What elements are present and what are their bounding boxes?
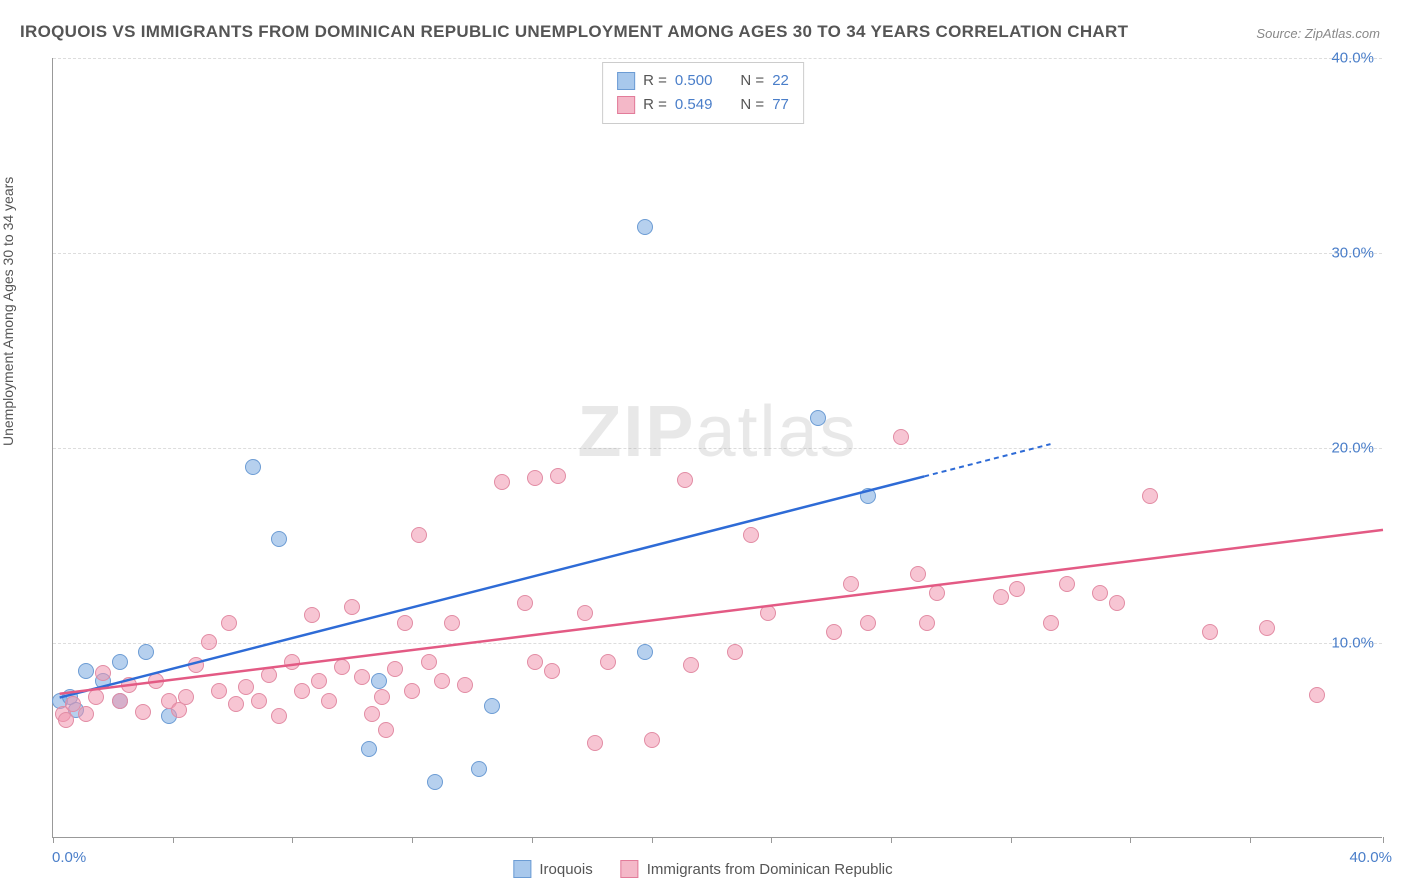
swatch-dominican bbox=[621, 860, 639, 878]
x-tick bbox=[891, 837, 892, 843]
x-tick bbox=[1383, 837, 1384, 843]
x-tick bbox=[532, 837, 533, 843]
series-legend: Iroquois Immigrants from Dominican Republ… bbox=[513, 860, 892, 878]
plot-area: ZIPatlas 10.0%20.0%30.0%40.0% bbox=[52, 58, 1382, 838]
source-attribution: Source: ZipAtlas.com bbox=[1256, 26, 1380, 41]
stats-row-dominican: R = 0.549 N = 77 bbox=[617, 93, 789, 117]
legend-label: Iroquois bbox=[539, 861, 592, 878]
correlation-chart: IROQUOIS VS IMMIGRANTS FROM DOMINICAN RE… bbox=[0, 0, 1406, 892]
source-label: Source: bbox=[1256, 26, 1301, 41]
trend-line-iroquois bbox=[60, 476, 925, 697]
swatch-dominican bbox=[617, 96, 635, 114]
trend-line-dominican bbox=[60, 530, 1383, 694]
x-tick bbox=[1130, 837, 1131, 843]
x-tick bbox=[173, 837, 174, 843]
stats-row-iroquois: R = 0.500 N = 22 bbox=[617, 69, 789, 93]
legend-item-iroquois: Iroquois bbox=[513, 860, 592, 878]
swatch-iroquois bbox=[617, 72, 635, 90]
x-tick bbox=[771, 837, 772, 843]
x-tick bbox=[652, 837, 653, 843]
x-tick bbox=[292, 837, 293, 843]
x-tick bbox=[1250, 837, 1251, 843]
x-tick bbox=[412, 837, 413, 843]
n-label: N = bbox=[740, 93, 764, 117]
n-value: 77 bbox=[772, 93, 789, 117]
r-value: 0.549 bbox=[675, 93, 713, 117]
y-axis-label: Unemployment Among Ages 30 to 34 years bbox=[0, 177, 16, 446]
trend-line-dash-iroquois bbox=[924, 444, 1050, 476]
trend-lines bbox=[53, 58, 1382, 837]
legend-item-dominican: Immigrants from Dominican Republic bbox=[621, 860, 893, 878]
x-tick-label-max: 40.0% bbox=[1349, 849, 1392, 866]
r-value: 0.500 bbox=[675, 69, 713, 93]
n-label: N = bbox=[740, 69, 764, 93]
x-tick bbox=[53, 837, 54, 843]
source-value: ZipAtlas.com bbox=[1305, 26, 1380, 41]
chart-title: IROQUOIS VS IMMIGRANTS FROM DOMINICAN RE… bbox=[20, 22, 1128, 42]
swatch-iroquois bbox=[513, 860, 531, 878]
n-value: 22 bbox=[772, 69, 789, 93]
r-label: R = bbox=[643, 93, 667, 117]
x-tick-label-min: 0.0% bbox=[52, 849, 86, 866]
legend-label: Immigrants from Dominican Republic bbox=[647, 861, 893, 878]
r-label: R = bbox=[643, 69, 667, 93]
stats-legend: R = 0.500 N = 22 R = 0.549 N = 77 bbox=[602, 62, 804, 124]
x-tick bbox=[1011, 837, 1012, 843]
